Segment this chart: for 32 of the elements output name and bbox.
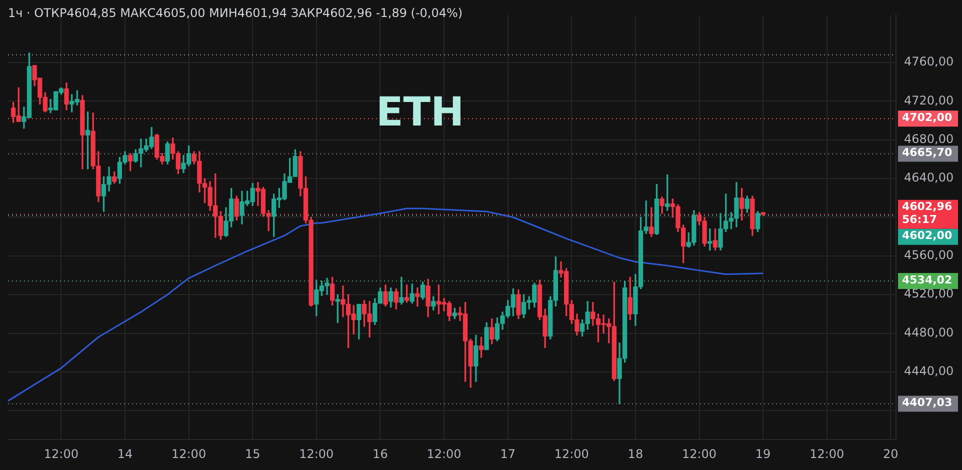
text: ETH [376, 89, 464, 136]
x-tick-label: 18 [628, 446, 644, 461]
y-tick-label: 4480,00 [904, 325, 954, 340]
chart-subtitle: 1ч · ОТКР4604,85 МАКС4605,00 МИН4601,94 ЗАКР4602,96 -1,89 (-0,04%) [8, 6, 463, 20]
x-tick-label: 12:00 [554, 446, 589, 461]
x-tick-label: 12:00 [299, 446, 334, 461]
y-tick-label: 4520,00 [904, 286, 954, 301]
x-tick-label: 12:00 [426, 446, 462, 461]
x-tick-label: 15 [244, 446, 260, 461]
y-tick-label: 4440,00 [904, 364, 954, 378]
x-tick-label: 14 [117, 446, 133, 461]
y-tick-label: 4560,00 [904, 248, 954, 262]
x-tick-label: 12:00 [810, 446, 844, 461]
x-tick-label: 12:00 [171, 446, 206, 461]
y-tick-label: 4760,00 [904, 54, 954, 69]
x-tick-label: 16 [372, 446, 388, 461]
x-tick-label: 20 [883, 446, 898, 461]
x-tick-label: 12:00 [44, 446, 78, 461]
y-tick-label: 4680,00 [904, 132, 954, 146]
ref-line-label: 4702,00 [902, 111, 952, 124]
y-tick-label: 4720,00 [904, 93, 954, 108]
x-tick-label: 17 [500, 446, 516, 461]
ref-line-label: 4602,96 56:17 [902, 200, 952, 226]
candlestick [399, 276, 404, 305]
ref-line-label: 4407,03 [902, 396, 952, 410]
candlestick [415, 287, 420, 307]
x-tick-label: 12:00 [682, 446, 717, 461]
y-tick-label: 4640,00 [904, 170, 954, 185]
ref-line-label: 4665,70 [902, 146, 952, 160]
x-tick-label: 19 [755, 446, 771, 461]
ref-line-label: 4602,00 [902, 229, 952, 242]
ref-line-label: 4534,02 [902, 273, 952, 286]
